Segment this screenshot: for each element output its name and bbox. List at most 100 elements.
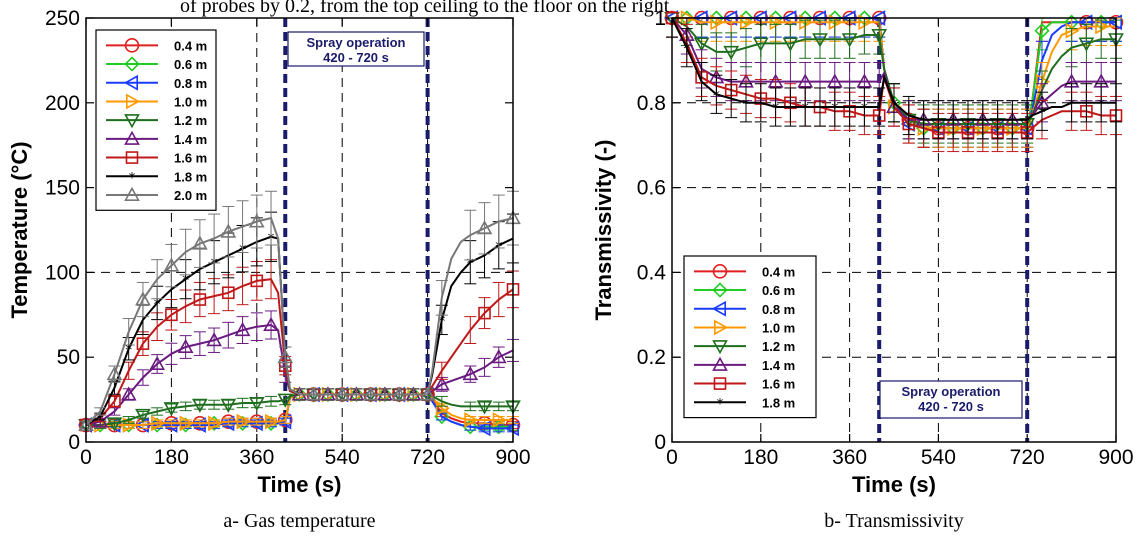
error-bar — [435, 280, 448, 316]
legend-label: 0.6 m — [762, 283, 795, 298]
error-bar — [151, 259, 164, 300]
data-point — [348, 386, 365, 403]
error-bar — [165, 419, 178, 428]
data-point — [222, 286, 235, 300]
data-point: * — [1068, 97, 1075, 113]
error-bar — [407, 388, 420, 401]
data-point: * — [891, 97, 898, 113]
legend-swatch-marker — [124, 56, 140, 72]
error-bar — [725, 78, 738, 119]
y-tick-label: 0.4 — [637, 261, 667, 284]
data-point: * — [211, 256, 218, 272]
error-bar — [136, 410, 149, 419]
series-line — [671, 17, 1116, 121]
data-point: * — [154, 297, 161, 313]
data-point: * — [467, 256, 474, 272]
error-bar — [814, 19, 826, 59]
data-point: * — [920, 114, 927, 130]
data-point: * — [772, 101, 779, 117]
data-point: * — [1098, 97, 1105, 113]
error-bar — [710, 74, 723, 114]
error-bar — [464, 209, 477, 261]
error-bar — [222, 321, 235, 349]
error-bar — [799, 87, 812, 127]
panel-caption: b- Transmissivity — [824, 510, 963, 532]
y-tick-label: 0.2 — [637, 346, 666, 369]
error-bar — [122, 318, 135, 346]
data-point — [391, 386, 407, 401]
error-bar — [378, 388, 391, 401]
error-bar — [799, 19, 812, 59]
data-point — [693, 37, 710, 52]
legend-item: 1.2 m — [106, 113, 207, 129]
x-tick-label: 180 — [154, 446, 189, 469]
legend-swatch-marker — [123, 74, 138, 91]
data-point — [1036, 73, 1051, 90]
data-point — [92, 413, 109, 428]
axis-ticks: 0 180 360 540 720 900 0 50 100 150 200 250 — [45, 7, 531, 469]
data-point — [826, 73, 843, 88]
data-point — [248, 415, 263, 432]
error-bar — [265, 190, 278, 246]
legend-swatch-marker — [712, 282, 728, 298]
data-point — [769, 14, 784, 31]
data-point — [871, 28, 888, 44]
data-point — [248, 213, 265, 228]
error-bar — [222, 417, 235, 426]
error-bar — [250, 194, 263, 249]
chart-gas-temperature: ***************0180360540720900050100150… — [7, 7, 531, 532]
error-bar — [962, 100, 974, 140]
legend-item: 0.8 m — [106, 74, 207, 91]
data-point — [193, 293, 207, 306]
legend-swatch-marker: * — [717, 396, 724, 412]
error-bar — [902, 95, 915, 136]
data-point — [828, 14, 843, 31]
data-point — [419, 386, 436, 401]
series-layer: *************** — [77, 190, 521, 437]
legend-label: 1.0 m — [174, 94, 207, 109]
error-bar — [1006, 100, 1019, 140]
data-point: * — [97, 411, 104, 427]
data-point — [135, 408, 151, 424]
legend-swatch-marker — [126, 93, 141, 110]
y-tick-label: 0 — [654, 431, 666, 454]
spray-label-line2: 420 - 720 s — [323, 50, 389, 65]
error-bar — [932, 100, 945, 140]
series-line — [671, 17, 1116, 121]
legend-item: 0.4 m — [694, 264, 795, 279]
error-bar — [478, 297, 491, 330]
legend-item: 1.0 m — [694, 319, 795, 335]
data-point — [476, 220, 493, 235]
panel-caption: a- Gas temperature — [223, 510, 375, 532]
legend-label: 1.8 m — [762, 395, 795, 410]
y-tick-label: 1 — [654, 7, 666, 30]
data-point: * — [802, 101, 809, 117]
data-point — [362, 386, 379, 401]
legend-label: 1.4 m — [174, 132, 207, 147]
data-point — [782, 37, 799, 52]
data-point — [250, 274, 264, 288]
legend-swatch-marker — [125, 151, 139, 164]
data-point — [165, 308, 178, 322]
error-bar — [478, 401, 491, 412]
series-line — [85, 216, 514, 426]
legend-label: 1.6 m — [762, 377, 795, 392]
error-bar — [784, 87, 797, 127]
data-point — [106, 366, 123, 381]
data-point — [208, 415, 223, 432]
data-point — [1034, 23, 1050, 39]
x-tick-label: 720 — [1010, 446, 1045, 469]
error-bar — [165, 403, 178, 413]
data-point — [206, 332, 222, 347]
legend-swatch-marker: * — [129, 170, 136, 186]
error-bar — [492, 401, 505, 412]
data-point — [476, 420, 491, 437]
data-point — [1078, 14, 1093, 31]
spray-label-box — [287, 31, 425, 67]
y-axis-title: Transmissivity (-) — [591, 140, 616, 321]
data-point — [710, 14, 725, 31]
data-point — [220, 223, 237, 238]
error-bar — [1095, 19, 1108, 59]
